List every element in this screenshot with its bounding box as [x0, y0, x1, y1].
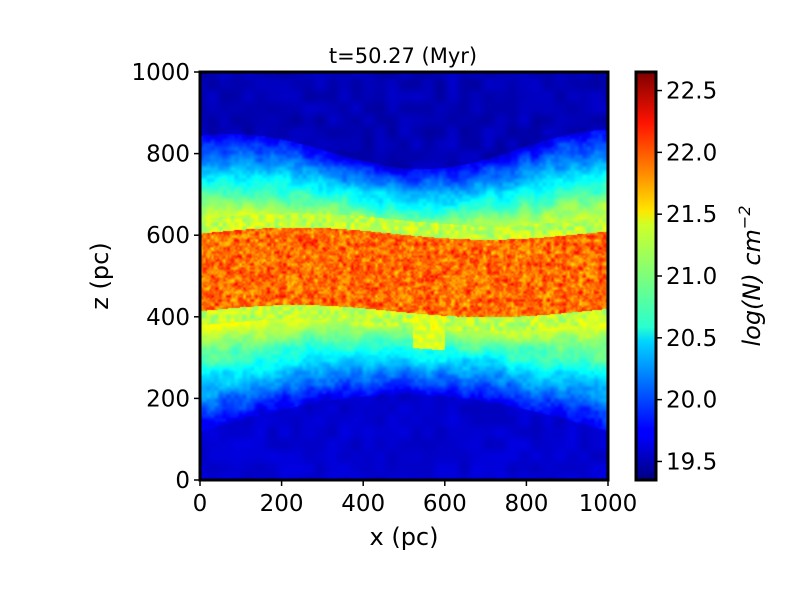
colorbar-tick-label: 22.0 — [666, 140, 717, 166]
x-tick-label: 400 — [341, 491, 385, 517]
x-tick-label: 1000 — [579, 491, 638, 517]
y-tick-label: 0 — [175, 468, 190, 494]
colorbar-ticks: 19.5 20.0 20.5 21.0 21.5 22.0 22.5 — [656, 79, 717, 475]
colorbar-tick-label: 19.5 — [666, 449, 717, 475]
colorbar — [636, 72, 656, 480]
colorbar-label-main: log(N) cm — [738, 229, 766, 346]
y-axis: 0 200 400 600 800 1000 — [131, 60, 200, 494]
x-tick-label: 800 — [504, 491, 548, 517]
colorbar-tick-label: 22.5 — [666, 79, 717, 105]
heatmap-container — [200, 72, 608, 480]
x-tick-label: 0 — [193, 491, 208, 517]
heatmap-canvas — [200, 72, 608, 480]
colorbar-tick-label: 20.0 — [666, 388, 717, 414]
colorbar-tick-label: 21.5 — [666, 202, 717, 228]
chart-title: t=50.27 (Myr) — [329, 44, 477, 68]
y-tick-label: 200 — [146, 386, 190, 412]
colorbar-tick-label: 20.5 — [666, 326, 717, 352]
colorbar-label: log(N) cm−2 — [735, 205, 766, 346]
y-axis-label: z (pc) — [86, 242, 114, 309]
x-axis: 0 200 400 600 800 1000 — [193, 480, 638, 517]
y-tick-label: 400 — [146, 305, 190, 331]
colorbar-tick-label: 21.0 — [666, 264, 717, 290]
x-axis-label: x (pc) — [370, 523, 439, 551]
x-tick-label: 200 — [260, 491, 304, 517]
x-tick-label: 600 — [423, 491, 467, 517]
plot-frame — [198, 70, 610, 482]
colorbar-label-exponent: −2 — [735, 205, 754, 229]
y-tick-label: 800 — [146, 142, 190, 168]
y-tick-label: 600 — [146, 223, 190, 249]
y-tick-label: 1000 — [131, 60, 190, 86]
